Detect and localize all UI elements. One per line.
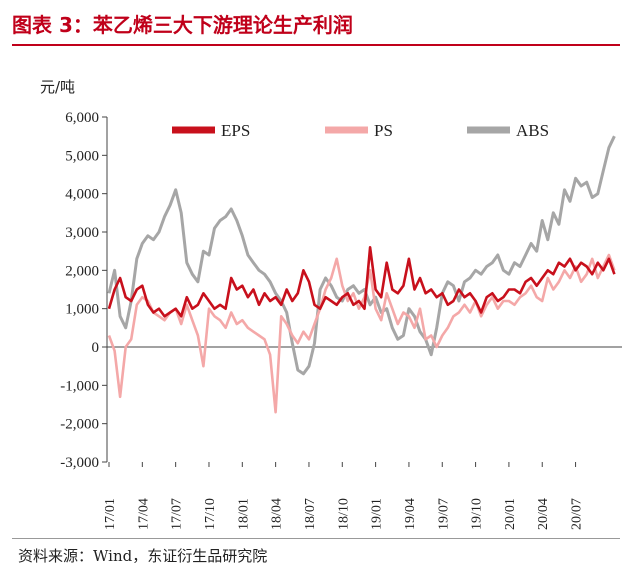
y-axis-ticks: 6,000 5,000 4,000 3,000 2,000 1,000 0 -1,000 -2,… [60,110,107,471]
legend-eps-label: EPS [221,121,250,140]
x-tick-label: 19/10 [470,498,485,530]
x-tick-label: 19/01 [370,498,385,530]
y-tick-label: -3,000 [60,455,99,471]
series-line-ps [107,253,616,414]
y-tick-label: -1,000 [60,378,99,394]
y-tick-label: 3,000 [65,225,99,241]
x-tick-label: 17/04 [136,498,151,530]
legend-ps-label: PS [374,121,393,140]
source-note: 资料来源：Wind，东证衍生品研究院 [18,547,268,565]
x-tick-label: 18/01 [236,498,251,530]
x-tick-label: 20/01 [503,498,518,530]
x-tick-label: 19/07 [436,498,451,530]
y-tick-label: 2,000 [65,263,99,279]
x-tick-label: 19/04 [403,498,418,530]
y-axis-label: 元/吨 [40,78,75,96]
x-tick-label: 18/04 [270,498,285,530]
y-tick-label: 0 [92,340,100,356]
x-tick-label: 20/04 [536,498,551,530]
x-tick-label: 17/10 [203,498,218,530]
y-tick-label: 1,000 [65,302,99,318]
x-tick-label: 18/07 [303,498,318,530]
series-line-eps [107,246,616,318]
series-group [107,135,616,414]
x-tick-label: 18/10 [336,498,351,530]
legend: EPS PS ABS [172,121,549,140]
legend-abs-label: ABS [516,121,549,140]
y-tick-label: 5,000 [65,148,99,164]
x-tick-label: 17/01 [103,498,118,530]
x-tick-label: 17/07 [170,498,185,530]
title-divider [12,44,620,46]
source-divider [12,538,620,539]
y-tick-label: 4,000 [65,187,99,203]
y-tick-label: -2,000 [60,417,99,433]
x-axis-ticks: 17/01 17/04 17/07 17/10 18/01 18/04 18/07 18/10… [103,462,585,530]
x-tick-label: 20/07 [570,498,585,530]
series-line-abs [107,135,616,376]
chart-title: 图表 3：苯乙烯三大下游理论生产利润 [12,13,353,37]
y-tick-label: 6,000 [65,110,99,126]
